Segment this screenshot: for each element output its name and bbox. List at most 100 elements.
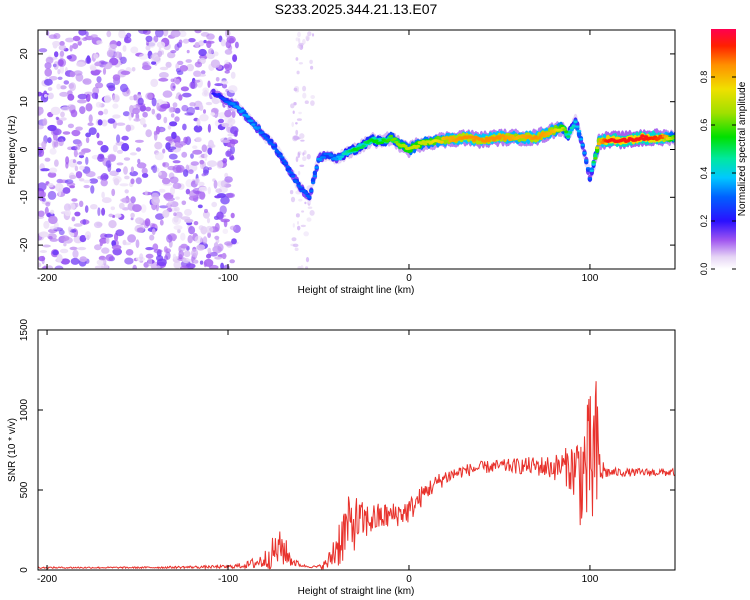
noise-blob — [201, 144, 207, 153]
noise-blob — [53, 61, 59, 70]
noise-blob — [158, 188, 166, 193]
noise-blob — [296, 70, 300, 75]
noise-blob — [207, 123, 211, 133]
noise-blob — [223, 64, 230, 69]
noise-blob — [150, 53, 160, 62]
noise-blob — [60, 258, 70, 265]
noise-blob — [129, 170, 139, 177]
noise-blob — [200, 70, 206, 75]
noise-blob — [214, 235, 220, 240]
noise-blob — [132, 107, 141, 115]
noise-blob — [221, 83, 228, 89]
noise-blob — [291, 237, 297, 242]
noise-blob — [63, 203, 72, 212]
ridge-cell — [386, 138, 392, 142]
noise-blob — [228, 85, 238, 94]
noise-blob — [48, 34, 57, 39]
noise-blob — [301, 210, 305, 213]
noise-blob — [196, 73, 207, 77]
ridge-cell — [423, 142, 428, 146]
noise-blob — [175, 63, 180, 70]
noise-blob — [145, 106, 152, 112]
noise-blob — [72, 159, 76, 164]
noise-blob — [64, 210, 72, 217]
noise-blob — [43, 265, 48, 269]
noise-blob — [38, 146, 43, 155]
noise-blob — [54, 159, 59, 167]
noise-blob — [93, 69, 102, 74]
noise-blob — [199, 159, 205, 165]
noise-blob — [126, 32, 132, 38]
noise-blob — [39, 250, 48, 253]
ridge-cell — [562, 128, 567, 132]
noise-blob — [69, 174, 77, 180]
noise-blob — [59, 50, 65, 57]
y-tick-label: -10 — [19, 190, 30, 205]
noise-blob — [182, 38, 190, 44]
noise-blob — [154, 141, 163, 150]
noise-blob — [165, 61, 172, 68]
noise-blob — [106, 30, 112, 38]
noise-blob — [167, 200, 173, 205]
noise-blob — [108, 154, 116, 162]
ridge-cell — [312, 170, 318, 176]
noise-blob — [300, 265, 304, 269]
noise-blob — [95, 40, 103, 45]
snr-y-axis: 0 500 1000 1500 — [19, 318, 675, 573]
noise-blob — [297, 221, 299, 225]
noise-blob — [220, 262, 224, 269]
noise-blob — [69, 45, 73, 52]
noise-blob — [304, 201, 307, 205]
noise-blob — [198, 186, 208, 192]
noise-blob — [213, 51, 219, 57]
noise-blob — [59, 41, 65, 46]
noise-blob — [226, 192, 235, 199]
noise-blob — [173, 216, 179, 223]
ridge-cell — [584, 159, 589, 162]
noise-blob — [220, 80, 229, 85]
noise-blob — [203, 39, 207, 44]
noise-blob — [107, 118, 116, 124]
noise-blob — [100, 145, 109, 153]
noise-blob — [47, 171, 57, 178]
noise-blob — [116, 40, 122, 47]
noise-blob — [83, 179, 91, 184]
noise-blob — [295, 156, 299, 163]
ridge-cell — [285, 165, 290, 168]
noise-blob — [54, 265, 64, 269]
noise-blob — [303, 231, 310, 237]
ridge-cell — [263, 137, 269, 140]
ridge-cell — [339, 155, 345, 158]
noise-blob — [57, 69, 61, 75]
noise-blob — [49, 76, 58, 81]
noise-blob — [162, 90, 173, 98]
noise-blob — [205, 225, 214, 234]
ridge-cell — [600, 140, 605, 145]
noise-blob — [190, 161, 199, 166]
noise-blob — [165, 197, 175, 202]
noise-blob — [230, 212, 235, 219]
noise-blob — [119, 183, 129, 187]
noise-blob — [180, 86, 189, 92]
noise-blob — [124, 175, 130, 180]
noise-blob — [173, 261, 182, 269]
noise-blob — [178, 250, 184, 258]
ridge-cell — [486, 139, 491, 143]
noise-blob — [66, 104, 76, 110]
noise-blob — [307, 206, 313, 209]
noise-blob — [183, 169, 189, 177]
noise-blob — [70, 232, 75, 238]
noise-blob — [151, 61, 157, 65]
ridge-cell — [571, 124, 576, 128]
noise-blob — [112, 175, 122, 183]
noise-blob — [63, 80, 70, 85]
noise-blob — [230, 71, 236, 79]
ridge-cell — [591, 160, 596, 164]
x-tick-label: -200 — [37, 574, 57, 585]
noise-blob — [195, 136, 202, 143]
noise-blob — [85, 132, 91, 138]
noise-blob — [174, 116, 180, 122]
noise-blob — [219, 205, 227, 215]
noise-blob — [310, 100, 315, 106]
